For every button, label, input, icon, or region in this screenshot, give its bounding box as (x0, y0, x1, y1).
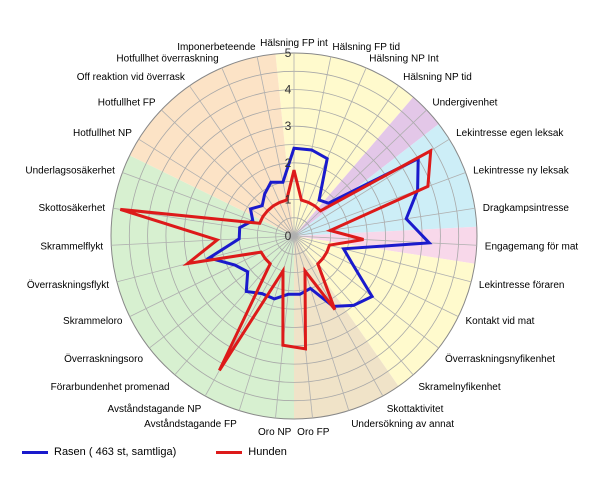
axis-label-26: Hotfullhet NP (73, 128, 132, 139)
spoke-13 (293, 235, 384, 397)
axis-label-12: Skramelnyfikenhet (418, 382, 500, 393)
axis-label-28: Off reaktion vid överrask (77, 72, 186, 83)
spoke-21 (129, 235, 295, 317)
grid (110, 52, 478, 420)
axis-label-11: Överraskningsnyfikenhet (445, 353, 555, 365)
spoke-29 (221, 67, 295, 237)
axis-label-20: Överraskningsoro (64, 353, 143, 365)
axis-label-2: Hälsning NP Int (369, 54, 439, 65)
series-line-1 (119, 148, 433, 372)
axis-label-19: Förarbundenhet promenad (51, 382, 170, 393)
spoke-11 (293, 235, 439, 349)
spoke-27 (161, 109, 295, 237)
spoke-17 (238, 235, 295, 411)
series-line-0 (205, 146, 433, 308)
axis-label-6: Lekintresse ny leksak (473, 166, 570, 177)
axis-label-10: Kontakt vid mat (466, 316, 535, 327)
axis-label-13: Skottaktivitet (387, 404, 444, 415)
spoke-1 (293, 56, 332, 237)
axis-label-1: Hälsning FP tid (332, 42, 400, 53)
spoke-28 (189, 85, 295, 237)
axis-label-18: Avståndstagande NP (108, 403, 202, 415)
spoke-14 (293, 235, 350, 411)
axis-label-16: Oro NP (258, 427, 292, 438)
axis-label-23: Skrammelflykt (40, 242, 103, 253)
spoke-16 (275, 235, 295, 419)
legend-label-hunden: Hunden (248, 446, 287, 458)
tick-label-3: 3 (285, 119, 292, 133)
sector-7 (129, 53, 294, 236)
axis-label-17: Avståndstagande FP (144, 418, 237, 430)
axis-label-3: Hälsning NP tid (403, 72, 472, 83)
spoke-23 (111, 235, 295, 246)
spoke-9 (293, 235, 472, 283)
tick-label-1: 1 (285, 192, 292, 206)
tick-label-0: 0 (285, 229, 292, 243)
sector-5 (294, 236, 399, 419)
series-lines (119, 146, 433, 372)
spoke-2 (293, 67, 367, 237)
spoke-26 (138, 138, 295, 237)
axis-label-9: Lekintresse föraren (479, 280, 565, 291)
radial-tick-labels: 0 1 2 3 4 5 (285, 46, 292, 243)
legend-label-rasen: Rasen ( 463 st, samtliga) (54, 446, 177, 458)
legend-swatch-rasen (22, 450, 48, 454)
axis-label-24: Skottosäkerhet (38, 203, 105, 214)
legend: Rasen ( 463 st, samtliga) Hunden (22, 446, 287, 458)
spoke-19 (174, 235, 295, 376)
axis-label-4: Undergivenhet (432, 97, 497, 108)
spoke-22 (116, 235, 295, 283)
axis-label-15: Oro FP (297, 427, 330, 438)
axis-label-29: Hotfullhet överraskning (116, 54, 218, 65)
legend-swatch-hunden (216, 450, 243, 454)
axis-label-8: Engagemang för mat (485, 242, 579, 253)
spoke-7 (293, 207, 475, 237)
tick-label-2: 2 (285, 156, 292, 170)
axis-label-7: Dragkampsintresse (483, 203, 570, 214)
axis-label-21: Skrammeloro (63, 316, 123, 327)
spoke-8 (293, 235, 477, 246)
axis-label-14: Undersökning av annat (351, 419, 454, 430)
spoke-10 (293, 235, 459, 317)
axis-label-27: Hotfullhet FP (98, 97, 156, 108)
axis-label-30: Imponerbeteende (177, 42, 256, 53)
spoke-4 (293, 109, 427, 237)
axis-label-22: Överraskningsflykt (27, 279, 109, 291)
legend-item-rasen: Rasen ( 463 st, samtliga) (22, 446, 176, 458)
tick-label-5: 5 (285, 46, 292, 60)
spoke-30 (256, 56, 295, 237)
sector-4 (294, 236, 475, 387)
axis-label-0: Hälsning FP int (260, 38, 328, 49)
legend-item-hunden: Hunden (216, 446, 287, 458)
sector-0 (275, 53, 414, 237)
tick-label-4: 4 (285, 83, 292, 97)
spoke-15 (293, 235, 313, 419)
spoke-6 (293, 172, 466, 237)
spoke-25 (122, 172, 295, 237)
spoke-20 (149, 235, 295, 349)
axis-label-5: Lekintresse egen leksak (456, 128, 564, 139)
axis-label-25: Underlagsosäkerhet (25, 166, 115, 177)
spoke-3 (293, 85, 399, 237)
